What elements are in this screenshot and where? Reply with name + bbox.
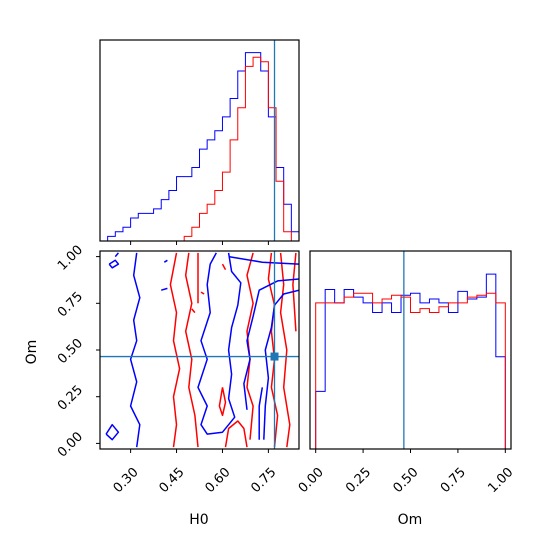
- contour-red-line: [200, 291, 205, 295]
- h0-axis-label: H0: [189, 512, 208, 528]
- contour-red-line: [279, 252, 291, 448]
- om-hist-axis-label: Om: [398, 512, 423, 528]
- h0-histogram-ticks: [130, 241, 269, 245]
- contour-red-line: [224, 420, 248, 448]
- contour-lines-group: [105, 252, 299, 448]
- contour-frame: [99, 250, 300, 450]
- om-histogram-series: [315, 273, 506, 449]
- contour-red-line: [184, 252, 199, 448]
- contour-red-line: [191, 308, 196, 314]
- h0-histogram-panel: [99, 39, 300, 245]
- contour-blue-line: [163, 259, 168, 263]
- contour-series: [105, 252, 299, 448]
- contour-red-line: [267, 252, 279, 448]
- contour-red-line: [218, 387, 227, 417]
- contour-blue-line: [258, 387, 264, 440]
- contour-truth-lines: [100, 251, 299, 449]
- contour-blue-line: [228, 255, 299, 265]
- truth-point: [270, 352, 279, 361]
- contour-blue-line: [197, 252, 242, 435]
- h0-histogram-frame: [99, 39, 300, 242]
- contour-blue-line: [160, 287, 168, 291]
- om-histogram-frame: [309, 250, 512, 450]
- contour-blue-line: [263, 289, 299, 440]
- contour-blue-line: [114, 252, 119, 258]
- contour-blue-line: [129, 252, 141, 448]
- contour-blue-line: [108, 259, 120, 269]
- contour-red-line: [169, 252, 181, 448]
- om-histogram-red-step: [315, 292, 506, 449]
- contour-blue-line: [105, 423, 120, 441]
- om-histogram-blue-step: [315, 273, 506, 449]
- om-axis-label: Om: [24, 340, 40, 365]
- contour-red-line: [221, 263, 227, 271]
